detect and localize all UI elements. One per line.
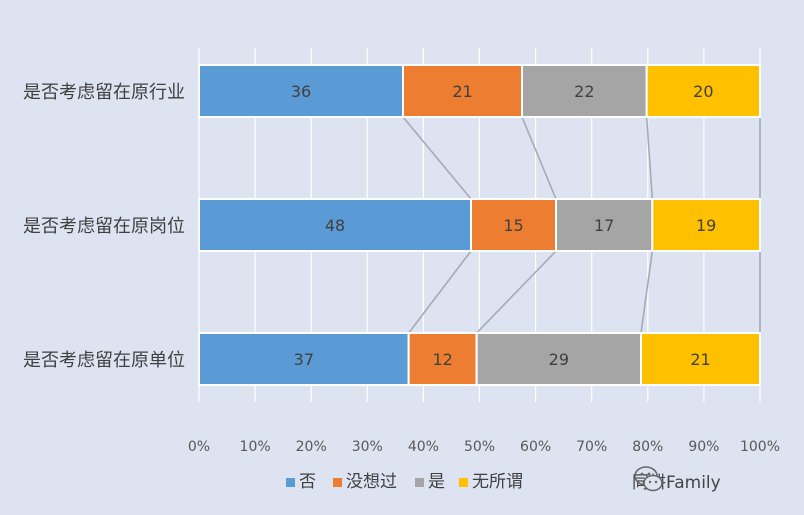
x-tick-label: 10%	[240, 439, 271, 455]
x-tick-label: 60%	[520, 439, 551, 455]
x-tick-label: 70%	[576, 439, 607, 455]
category-label: 是否考虑留在原岗位	[23, 216, 185, 237]
data-label: 19	[696, 216, 716, 235]
bar-segment	[470, 198, 557, 252]
legend-swatch	[459, 478, 468, 487]
x-tick-label: 100%	[740, 439, 780, 455]
legend-label: 没想过	[346, 472, 397, 492]
bar-segment	[555, 198, 654, 252]
bar-segment	[407, 332, 478, 386]
legend-label: 无所谓	[472, 472, 523, 492]
data-label: 20	[693, 82, 713, 101]
x-tick-label: 30%	[352, 439, 383, 455]
data-label: 21	[452, 82, 472, 101]
bar-segment	[640, 332, 761, 386]
series-line	[476, 250, 557, 334]
data-label: 36	[291, 82, 311, 101]
series-line	[640, 250, 654, 334]
category-label: 是否考虑留在原行业	[23, 82, 185, 103]
watermark: 同耕Family	[632, 462, 721, 498]
series-line	[521, 116, 557, 200]
data-label: 48	[325, 216, 345, 235]
data-label: 17	[594, 216, 614, 235]
data-label: 29	[549, 350, 569, 369]
legend-label: 否	[299, 472, 316, 492]
series-line	[645, 116, 654, 200]
data-label: 22	[574, 82, 594, 101]
x-tick-label: 0%	[188, 439, 210, 455]
data-label: 15	[503, 216, 523, 235]
legend-swatch	[286, 478, 295, 487]
series-line	[408, 250, 472, 334]
bar-segment	[475, 332, 642, 386]
bar-segment	[651, 198, 761, 252]
wechat-icon	[634, 466, 663, 492]
x-tick-label: 50%	[464, 439, 495, 455]
data-label: 21	[690, 350, 710, 369]
series-line	[402, 116, 472, 200]
x-tick-label: 40%	[408, 439, 439, 455]
bar-segment	[645, 64, 762, 118]
x-tick-label: 80%	[632, 439, 663, 455]
x-tick-label: 90%	[688, 439, 719, 455]
category-label: 是否考虑留在原单位	[23, 350, 185, 371]
legend-swatch	[415, 478, 424, 487]
legend-swatch	[333, 478, 342, 487]
x-tick-label: 20%	[296, 439, 327, 455]
data-label: 37	[294, 350, 314, 369]
legend-label: 是	[428, 472, 445, 492]
data-label: 12	[432, 350, 452, 369]
